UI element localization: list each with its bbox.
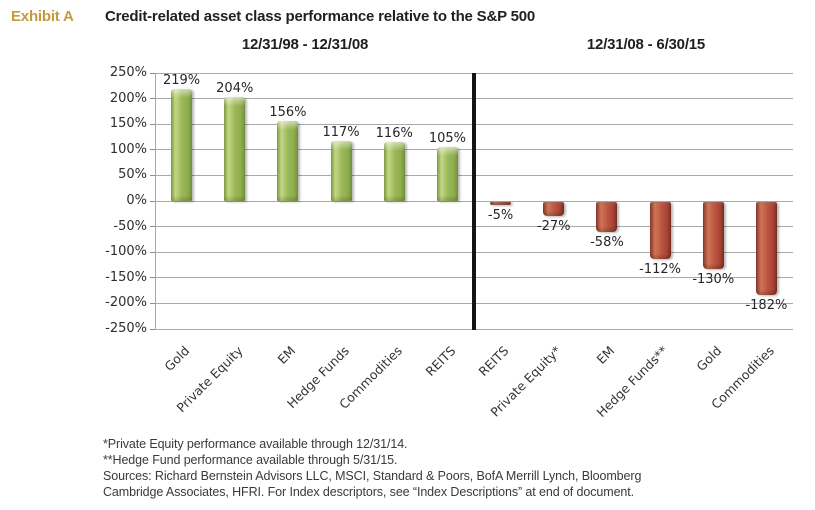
bar-value-label: 219% [162,72,201,88]
period-header-left: 12/31/98 - 12/31/08 [241,36,369,53]
y-axis-label: 0% [126,193,147,208]
bar-private-equity [224,96,246,201]
bar-commodities [755,202,777,296]
y-axis-tick [150,277,155,279]
bar-private-equity [543,202,565,216]
y-axis-label: 50% [118,167,147,183]
bar-value-label: 156% [269,105,307,121]
y-axis-label: -100% [105,244,147,260]
period-separator-line [472,73,476,330]
page-title: Credit-related asset class performance r… [105,8,536,25]
bar-em [277,121,299,201]
bar-value-label: 116% [375,125,413,141]
y-axis-tick [150,149,155,151]
x-axis-label-text: REITS [475,343,512,379]
bar-gold [171,88,193,201]
y-axis-label: -250% [105,321,147,336]
bar-value-label: -112% [639,262,681,278]
footnote-line: Cambridge Associates, HFRI. For Index de… [103,485,635,499]
y-axis-tick [150,251,155,253]
y-axis-tick [150,174,155,176]
y-axis-tick [150,328,155,330]
bar-reits [436,147,458,201]
bar-value-label: -130% [692,271,735,287]
y-axis-tick [150,226,155,228]
y-axis-tick [150,72,155,74]
y-axis-line [155,73,156,329]
x-axis-label-text: EM [593,343,618,367]
period-header-right: 12/31/08 - 6/30/15 [586,36,706,53]
bar-commodities [383,141,405,201]
bar-value-label: 105% [428,131,466,147]
bar-reits [490,202,512,205]
y-axis-label: -200% [105,295,147,311]
footnote-line: *Private Equity performance available th… [103,437,408,451]
y-axis-label: 200% [109,90,147,106]
footnote-line: **Hedge Fund performance available throu… [103,453,398,467]
y-axis-label: 100% [109,141,147,157]
x-axis-label-text: Gold [161,343,193,374]
y-axis-label: 150% [109,116,147,132]
y-axis-tick [150,98,155,100]
y-axis-label: -150% [105,269,147,285]
bar-em [596,202,618,232]
bar-value-label: -58% [590,234,624,250]
bar-value-label: 117% [322,125,360,141]
footnote-line: Sources: Richard Bernstein Advisors LLC,… [103,469,642,483]
bar-value-label: 204% [216,80,254,96]
x-axis-label-text: EM [274,343,299,367]
y-axis-tick [150,200,155,202]
footnotes: *Private Equity performance available th… [103,436,641,500]
exhibit-label: Exhibit A [11,8,74,25]
bar-value-label: -182% [745,298,788,314]
y-axis-tick [150,123,155,125]
y-axis-label: 250% [109,65,147,80]
bar-value-label: -27% [536,218,571,234]
bar-gold [702,202,724,269]
y-axis-label: -50% [113,218,147,234]
x-axis-label-text: REITS [422,343,459,379]
bar-hedge-funds [330,141,352,201]
x-axis-label-text: Gold [692,343,724,374]
y-axis-tick [150,302,155,304]
bar-hedge-funds [649,202,671,260]
bar-value-label: -5% [487,207,514,223]
